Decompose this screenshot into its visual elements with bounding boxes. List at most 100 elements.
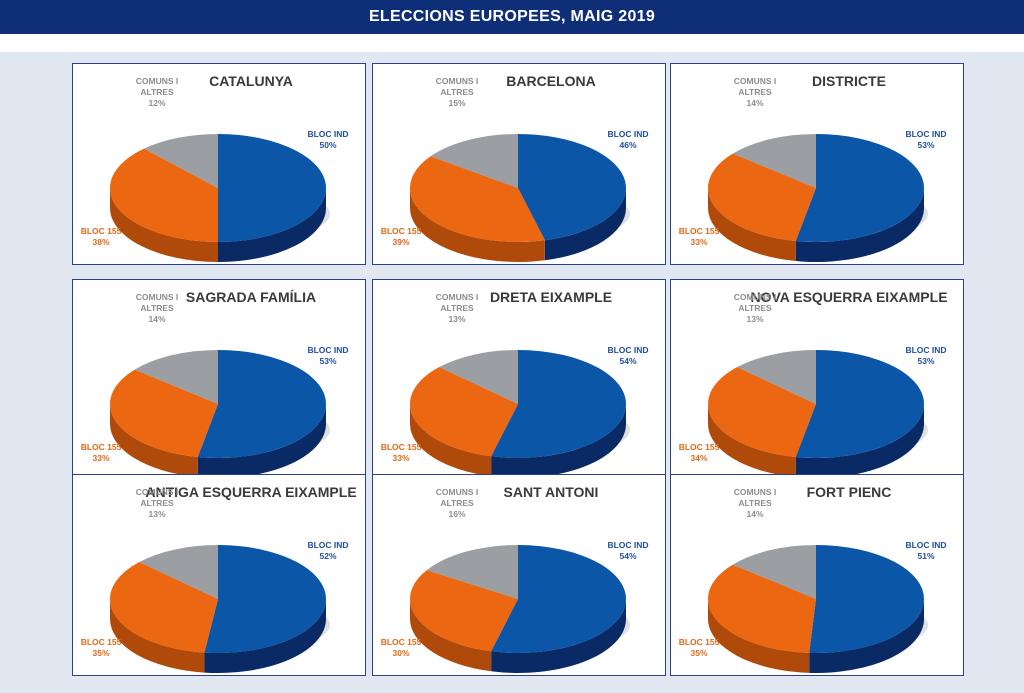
slice-data-label: BLOC 155 35%: [81, 637, 122, 658]
slice-data-label: BLOC IND 50%: [307, 129, 348, 150]
page-header: ELECCIONS EUROPEES, MAIG 2019: [0, 0, 1024, 34]
pie-slice-side: [410, 404, 492, 477]
pie-slice: [110, 562, 218, 653]
pie-slice-side: [110, 188, 218, 262]
pie-slice: [110, 148, 218, 242]
pie-slice: [732, 545, 816, 599]
chart-panel: DRETA EIXAMPLE BLOC IND 54% BLOC 155 33% COMU…: [372, 279, 666, 481]
pie-chart: SANT ANTONI BLOC IND 54% BLOC 155 30% COMUNS …: [381, 484, 649, 673]
slice-data-label: COMUNS I ALTRES 12%: [136, 76, 179, 108]
chart-panel: SAGRADA FAMÍLIA BLOC IND 53% BLOC 155 33% COM…: [72, 279, 366, 481]
slice-data-label: BLOC 155 35%: [679, 637, 720, 658]
slice-data-label: BLOC IND 51%: [905, 540, 946, 561]
pie-slice: [809, 545, 924, 653]
pie-slice: [144, 134, 218, 188]
pie-slice: [409, 367, 518, 457]
slice-data-label: BLOC 155 39%: [381, 226, 422, 247]
pie-slice: [708, 564, 816, 653]
pie-slice: [795, 134, 924, 242]
chart-panel: SANT ANTONI BLOC IND 54% BLOC 155 30% COMUNS …: [372, 474, 666, 676]
pie-slice: [518, 134, 627, 241]
pie-slice: [139, 545, 218, 599]
pie-slice-side: [491, 599, 626, 673]
pie-slice: [204, 545, 327, 653]
pie-slice: [795, 350, 924, 458]
pie-slice: [197, 350, 326, 458]
pie-slice: [708, 367, 816, 458]
pie-slice-side: [410, 599, 492, 672]
pie-slice: [708, 153, 816, 242]
pie-slice: [491, 545, 626, 653]
pie-slice: [426, 545, 518, 599]
slice-data-label: BLOC IND 46%: [607, 129, 648, 150]
pie-slice-side: [110, 599, 205, 673]
slice-data-label: BLOC 155 33%: [81, 442, 122, 463]
slice-data-label: COMUNS I ALTRES 14%: [136, 292, 179, 324]
slice-data-label: BLOC IND 52%: [307, 540, 348, 561]
chart-panel: NOVA ESQUERRA EIXAMPLE BLOC IND 53% BLOC 15…: [670, 279, 964, 481]
pie-slice-side: [795, 404, 924, 478]
pie-slice-side: [491, 404, 626, 478]
pie-slice-side: [410, 188, 545, 262]
pie-slice-side: [110, 404, 198, 478]
chart-panel: FORT PIENC BLOC IND 51% BLOC 155 35% COMUNS I…: [670, 474, 964, 676]
slice-data-label: BLOC 155 30%: [381, 637, 422, 658]
header-divider: [0, 34, 1024, 52]
pie-slice: [218, 134, 326, 242]
chart-title: SANT ANTONI: [504, 484, 599, 500]
chart-title: DISTRICTE: [812, 73, 886, 89]
pie-chart: DRETA EIXAMPLE BLOC IND 54% BLOC 155 33% COMU…: [381, 289, 649, 478]
pie-slice-side: [708, 404, 796, 478]
slice-data-label: BLOC 155 34%: [679, 442, 720, 463]
slice-data-label: BLOC IND 53%: [905, 345, 946, 366]
slice-data-label: BLOC IND 54%: [607, 540, 648, 561]
pie-slice-side: [544, 188, 626, 261]
pie-slice: [410, 570, 518, 652]
slice-data-label: BLOC IND 53%: [307, 345, 348, 366]
pie-slice: [737, 350, 816, 404]
pie-slice: [439, 350, 518, 404]
slice-data-label: COMUNS I ALTRES 15%: [436, 76, 479, 108]
chart-title: SAGRADA FAMÍLIA: [186, 289, 316, 305]
chart-title: NOVA ESQUERRA EIXAMPLE: [750, 289, 947, 305]
pie-slice-side: [204, 599, 326, 673]
pie-slice-side: [809, 599, 924, 673]
pie-slice: [732, 134, 816, 188]
chart-title: CATALUNYA: [209, 73, 293, 89]
slice-data-label: BLOC 155 33%: [679, 226, 720, 247]
pie-slice: [430, 134, 518, 188]
page-title: ELECCIONS EUROPEES, MAIG 2019: [368, 8, 656, 25]
chart-panel: ANTIGA ESQUERRA EIXAMPLE BLOC IND 52% BLOC …: [72, 474, 366, 676]
pie-chart: ANTIGA ESQUERRA EIXAMPLE BLOC IND 52% BLOC …: [81, 484, 357, 673]
pie-chart: NOVA ESQUERRA EIXAMPLE BLOC IND 53% BLOC 15…: [679, 289, 948, 478]
slice-data-label: COMUNS I ALTRES 14%: [734, 487, 777, 519]
pie-slice: [109, 369, 218, 458]
slice-data-label: COMUNS I ALTRES 14%: [734, 76, 777, 108]
pie-slice-side: [197, 404, 326, 478]
slice-data-label: COMUNS I ALTRES 13%: [436, 292, 479, 324]
pie-chart: FORT PIENC BLOC IND 51% BLOC 155 35% COMUNS I…: [679, 484, 947, 673]
pie-slice-side: [708, 599, 810, 673]
slice-data-label: BLOC IND 54%: [607, 345, 648, 366]
slice-data-label: BLOC 155 38%: [81, 226, 122, 247]
pie-slice-side: [708, 188, 796, 262]
chart-title: BARCELONA: [506, 73, 595, 89]
slice-data-label: COMUNS I ALTRES 16%: [436, 487, 479, 519]
pie-chart: SAGRADA FAMÍLIA BLOC IND 53% BLOC 155 33% COM…: [81, 289, 349, 478]
slice-data-label: COMUNS I ALTRES 13%: [734, 292, 777, 324]
slice-data-label: COMUNS I ALTRES 13%: [136, 487, 179, 519]
chart-title: FORT PIENC: [807, 484, 892, 500]
slice-data-label: BLOC 155 33%: [381, 442, 422, 463]
chart-title: ANTIGA ESQUERRA EIXAMPLE: [145, 484, 356, 500]
pie-slice-side: [218, 188, 326, 262]
pie-slice: [410, 156, 545, 242]
pie-slice: [491, 350, 626, 458]
pie-slice-side: [795, 188, 924, 262]
chart-title: DRETA EIXAMPLE: [490, 289, 612, 305]
